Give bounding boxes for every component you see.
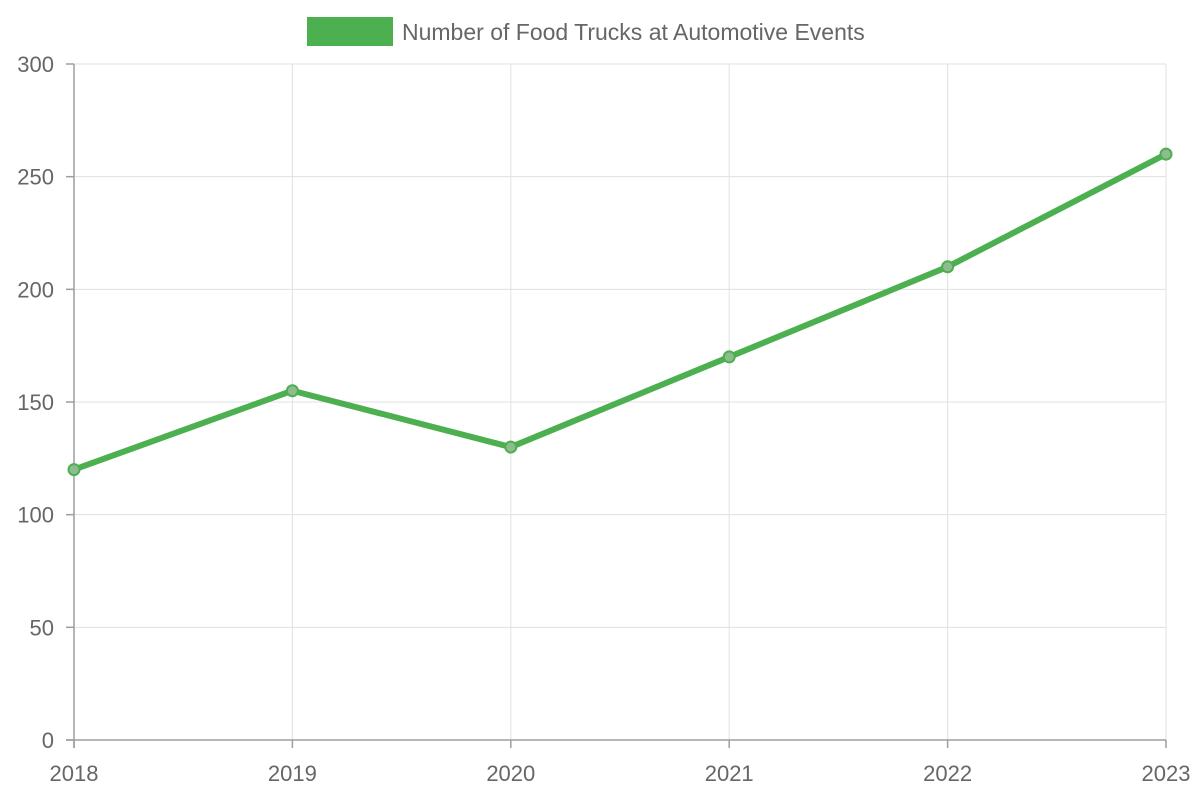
grid bbox=[73, 63, 1167, 741]
y-tick-label: 150 bbox=[17, 390, 54, 415]
x-tick-label: 2022 bbox=[923, 761, 972, 786]
data-point[interactable] bbox=[722, 350, 736, 364]
series-line bbox=[71, 151, 1169, 473]
data-point[interactable] bbox=[285, 384, 299, 398]
x-tick-label: 2018 bbox=[50, 761, 99, 786]
y-axis-ticks: 0 50 100 150 200 250 300 bbox=[17, 52, 74, 753]
y-tick-label: 250 bbox=[17, 165, 54, 190]
x-tick-label: 2019 bbox=[268, 761, 317, 786]
data-point[interactable] bbox=[504, 440, 518, 454]
data-point[interactable] bbox=[941, 260, 955, 274]
y-tick-label: 0 bbox=[42, 728, 54, 753]
data-point[interactable] bbox=[67, 463, 81, 477]
series-group bbox=[67, 147, 1173, 477]
y-tick-label: 50 bbox=[30, 615, 54, 640]
y-tick-label: 200 bbox=[17, 277, 54, 302]
legend-label: Number of Food Trucks at Automotive Even… bbox=[402, 19, 865, 45]
legend-swatch bbox=[307, 17, 393, 46]
x-axis-ticks: 2018 2019 2020 2021 2022 2023 bbox=[50, 740, 1191, 786]
x-tick-label: 2020 bbox=[486, 761, 535, 786]
legend[interactable]: Number of Food Trucks at Automotive Even… bbox=[307, 17, 865, 46]
x-tick-label: 2021 bbox=[705, 761, 754, 786]
axes bbox=[66, 64, 1166, 748]
y-tick-label: 100 bbox=[17, 503, 54, 528]
data-point[interactable] bbox=[1159, 147, 1173, 161]
x-tick-label: 2023 bbox=[1142, 761, 1191, 786]
y-tick-label: 300 bbox=[17, 52, 54, 77]
